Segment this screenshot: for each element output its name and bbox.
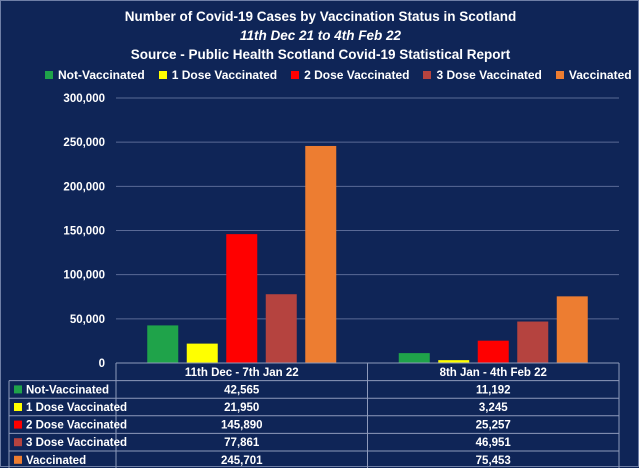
legend-label: 3 Dose Vaccinated [436,68,542,82]
bar-1-dose-vaccinated [186,343,218,363]
data-label: 77,861 [224,437,260,449]
table-series-label: 3 Dose Vaccinated [26,437,127,449]
bar-3-dose-vaccinated [265,294,297,363]
data-label: 245,701 [221,455,263,467]
bar-2-dose-vaccinated [226,234,258,363]
bar-vaccinated [556,296,588,363]
chart-subtitle-source: Source - Public Health Scotland Covid-19… [130,47,511,62]
table-swatch [14,385,22,394]
data-label: 25,257 [476,420,511,432]
y-tick-label: 150,000 [63,226,105,238]
y-tick-label: 0 [99,358,105,370]
table-series-label: 2 Dose Vaccinated [26,420,127,432]
chart-title: Number of Covid-19 Cases by Vaccination … [124,9,517,24]
bar-vaccinated [305,145,337,363]
legend-item-1-dose-vaccinated: 1 Dose Vaccinated [158,68,278,82]
data-label: 75,453 [476,455,511,467]
legend-item-not-vaccinated: Not-Vaccinated [45,68,145,82]
legend-label: Vaccinated [568,68,632,82]
y-tick-label: 200,000 [63,181,105,193]
y-tick-label: 250,000 [63,137,105,149]
legend-item-3-dose-vaccinated: 3 Dose Vaccinated [423,68,542,82]
table-swatch [14,420,22,429]
table-swatch [14,403,22,411]
bar-1-dose-vaccinated [438,360,470,363]
legend-swatch [291,71,300,79]
table-series-label: Vaccinated [26,455,86,467]
legend-label: 2 Dose Vaccinated [304,68,410,82]
chart-subtitle-dates: 11th Dec 21 to 4th Feb 22 [239,28,402,43]
table-series-label: Not-Vaccinated [26,384,109,396]
data-label: 21,950 [224,402,259,414]
legend-swatch [45,71,53,79]
legend-swatch [555,71,564,79]
data-label: 3,245 [479,402,508,414]
data-label: 11,192 [476,384,511,396]
data-label: 145,890 [221,420,263,432]
bar-3-dose-vaccinated [517,321,549,363]
bar-2-dose-vaccinated [477,340,509,363]
table-swatch [14,438,22,447]
legend-label: 1 Dose Vaccinated [171,68,278,82]
category-label: 8th Jan - 4th Feb 22 [440,367,547,379]
y-tick-label: 50,000 [70,314,105,326]
legend-swatch [423,71,432,79]
y-tick-label: 100,000 [63,270,105,282]
chart-legend: Not-Vaccinated 1 Dose Vaccinated 2 Dose Va… [45,68,632,82]
bar-not-vaccinated [398,353,430,363]
legend-swatch [158,71,167,79]
table-swatch [14,455,22,464]
table-series-label: 1 Dose Vaccinated [26,402,127,414]
category-label: 11th Dec - 7th Jan 22 [185,367,299,379]
legend-item-2-dose-vaccinated: 2 Dose Vaccinated [291,68,409,82]
legend-item-vaccinated: Vaccinated [555,68,632,82]
data-label: 46,951 [476,437,512,449]
y-tick-label: 300,000 [63,93,105,105]
legend-label: Not-Vaccinated [58,68,145,82]
bar-not-vaccinated [147,325,179,363]
data-label: 42,565 [224,384,260,396]
